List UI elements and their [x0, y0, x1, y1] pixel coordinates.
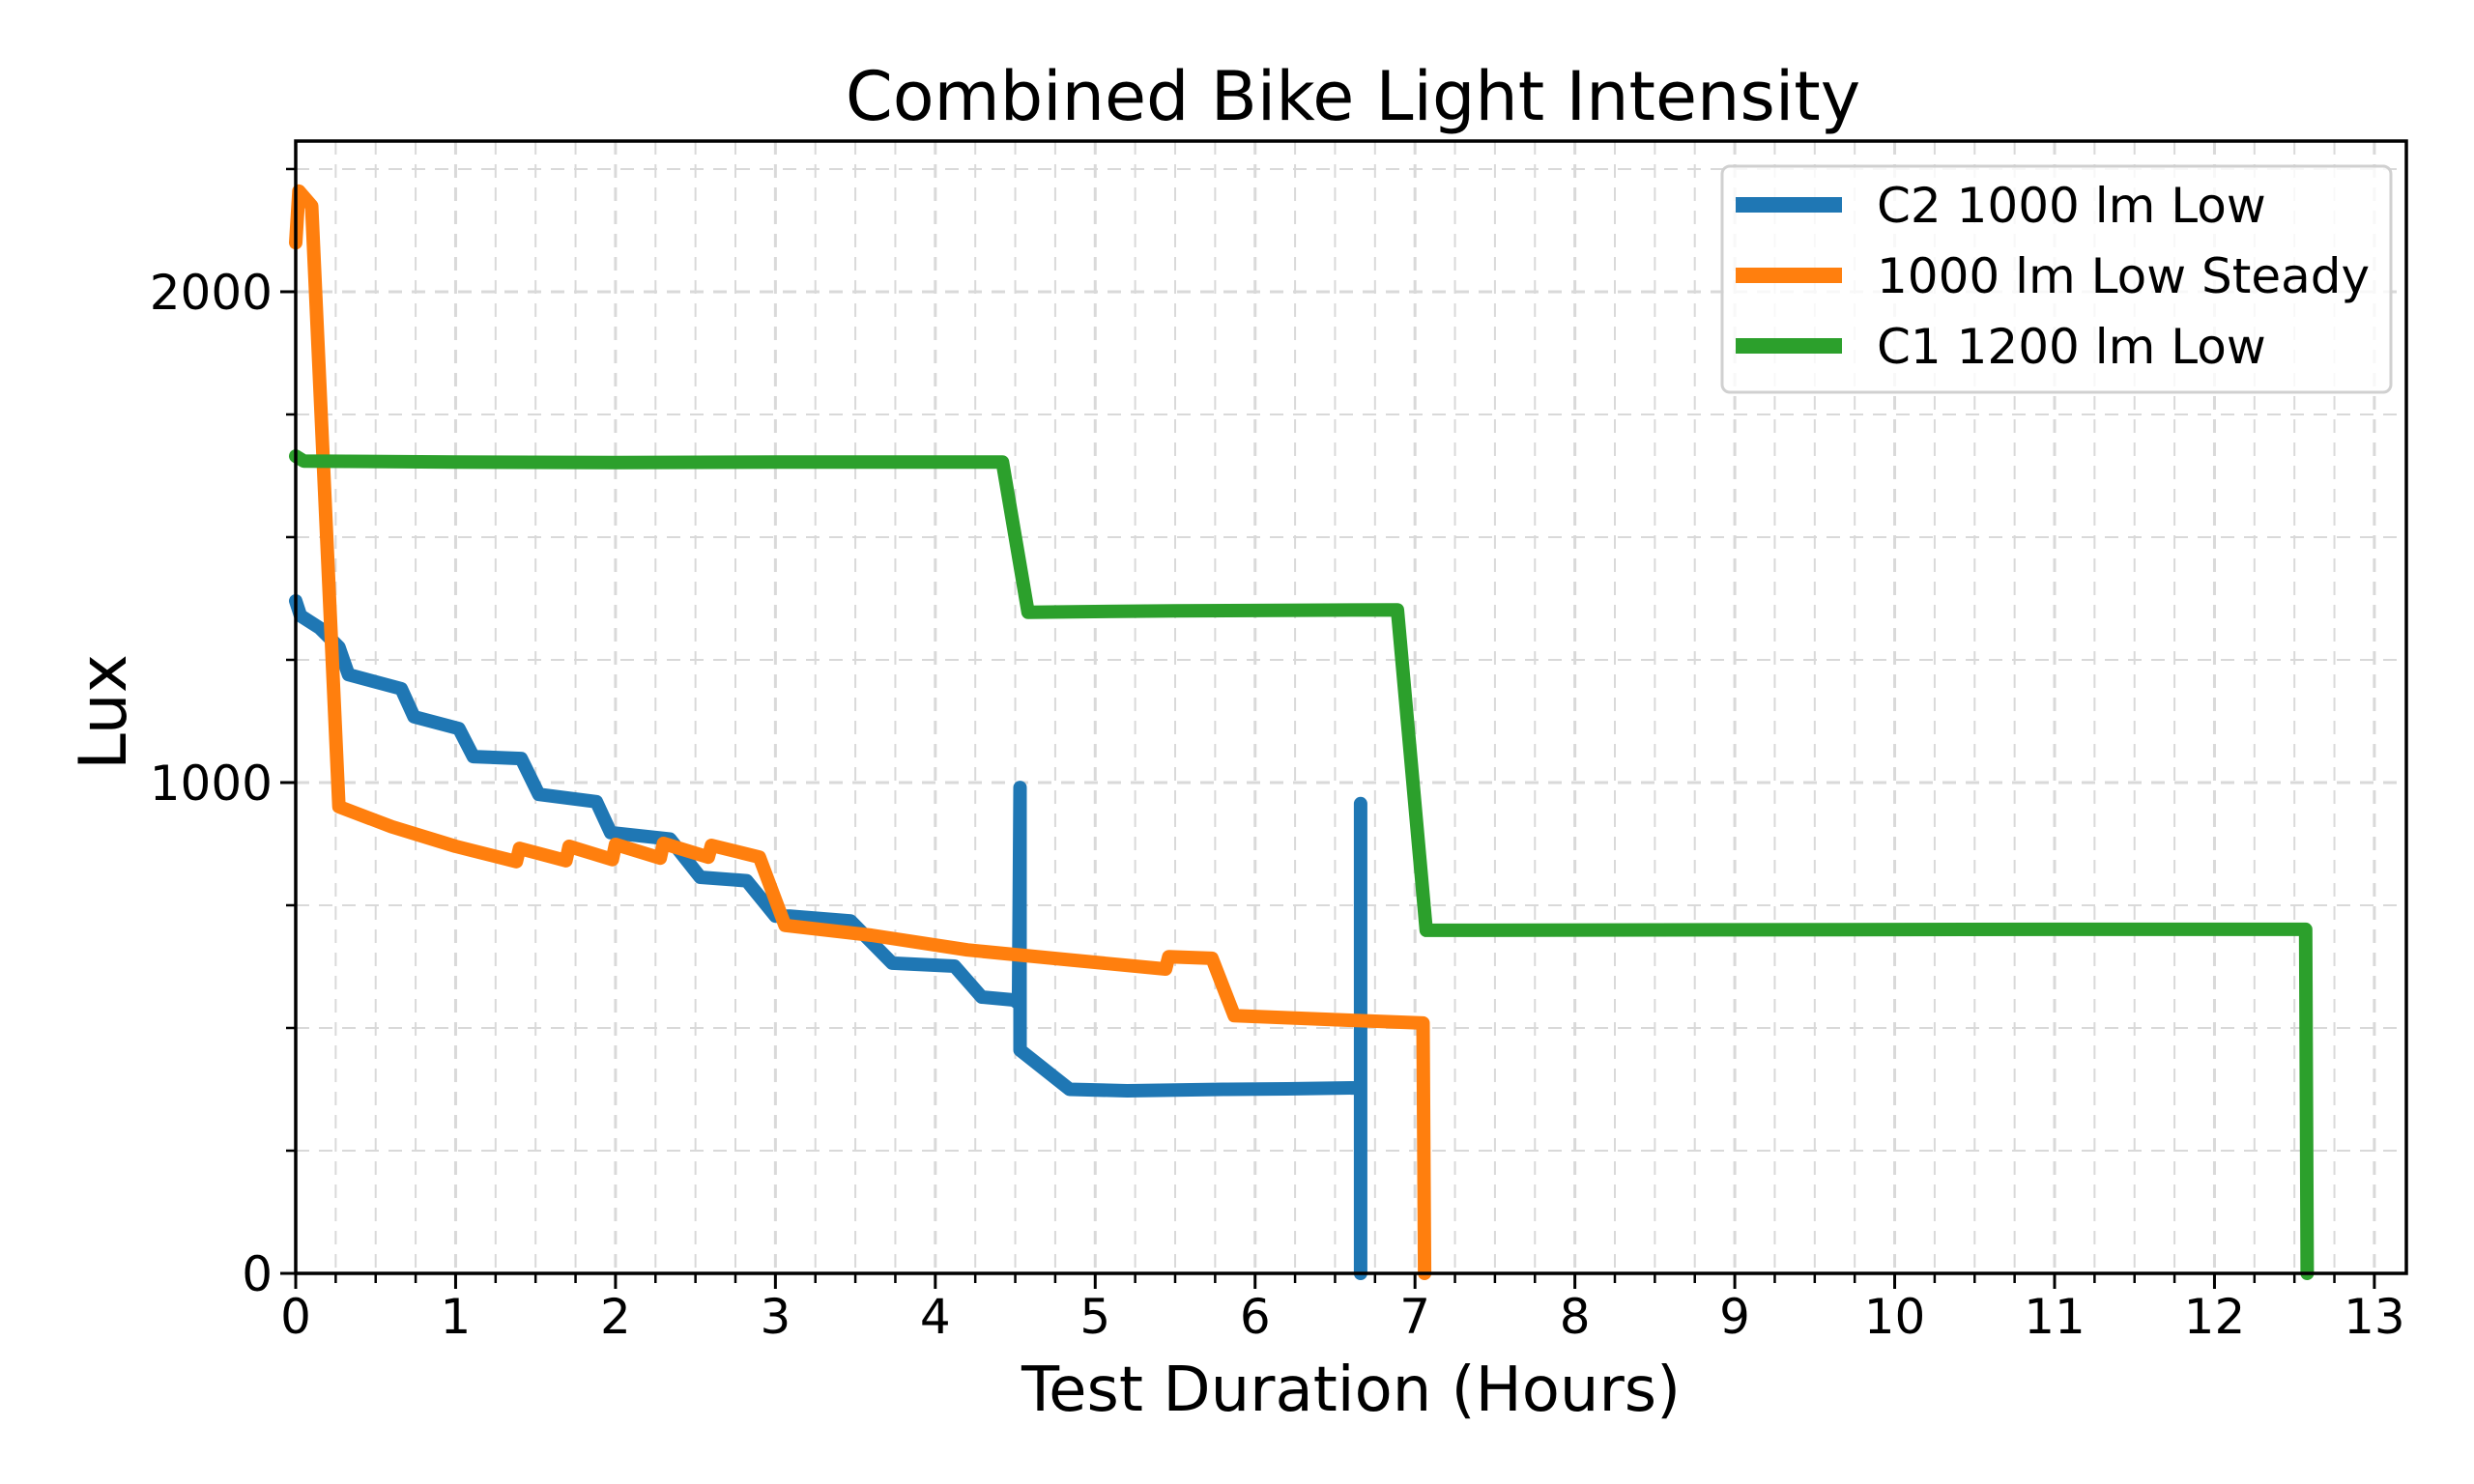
legend-box	[1720, 164, 2393, 394]
legend-item: C1 1200 lm Low	[1736, 319, 2266, 375]
x-tick-label: 7	[1399, 1289, 1430, 1345]
x-tick-label: 10	[1864, 1289, 1926, 1345]
legend-label: C1 1200 lm Low	[1877, 319, 2266, 375]
x-tick-label: 4	[920, 1289, 951, 1345]
x-tick-label: 1	[441, 1289, 472, 1345]
chart-title: Combined Bike Light Intensity	[846, 57, 1860, 136]
x-tick-label: 9	[1719, 1289, 1750, 1345]
series-layer	[289, 184, 2315, 1280]
series-line-2	[289, 449, 2315, 1280]
legend: C2 1000 lm Low 1000 lm Low Steady C1 120…	[1720, 164, 2393, 394]
series-line-1	[289, 184, 1432, 1280]
y-tick-label: 0	[242, 1246, 273, 1302]
x-tick-label: 2	[600, 1289, 631, 1345]
x-axis-label: Test Duration (Hours)	[1021, 1355, 1681, 1426]
axes-frame	[294, 139, 2408, 1275]
legend-item: C2 1000 lm Low	[1736, 178, 2266, 234]
x-tick-label: 8	[1560, 1289, 1591, 1345]
legend-label: C2 1000 lm Low	[1877, 178, 2266, 234]
x-tick-label: 11	[2024, 1289, 2086, 1345]
x-axis-ticks: 0 1 2 3 4 5 6 7 8 9 10 11 12 13	[280, 1273, 2405, 1345]
x-tick-label: 5	[1079, 1289, 1110, 1345]
y-tick-label: 2000	[150, 265, 273, 321]
x-tick-label: 6	[1240, 1289, 1271, 1345]
x-tick-label: 12	[2184, 1289, 2246, 1345]
y-axis-label: Lux	[66, 654, 142, 770]
x-tick-label: 3	[760, 1289, 791, 1345]
x-tick-label: 0	[280, 1289, 311, 1345]
legend-item: 1000 lm Low Steady	[1736, 248, 2370, 304]
y-axis-ticks: 0 1000 2000	[150, 167, 296, 1302]
x-tick-label: 13	[2344, 1289, 2405, 1345]
legend-label: 1000 lm Low Steady	[1877, 248, 2370, 304]
plot-frame	[294, 139, 2408, 1275]
y-tick-label: 1000	[150, 756, 273, 812]
